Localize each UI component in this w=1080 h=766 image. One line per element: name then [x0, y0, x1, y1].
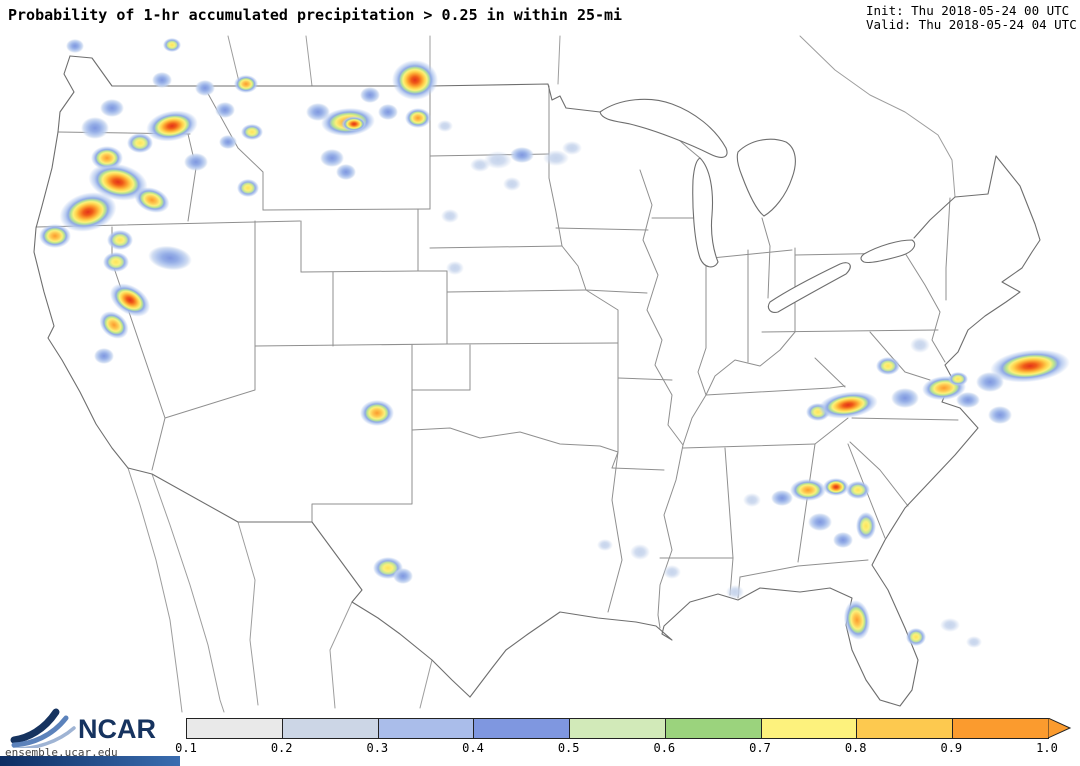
- colorbar-tick-label: 0.8: [844, 741, 867, 755]
- lake-michigan: [692, 157, 719, 268]
- probability-blob: [81, 117, 109, 139]
- probability-blob: [846, 481, 870, 499]
- probability-blob: [66, 39, 84, 53]
- probability-blob: [808, 513, 832, 531]
- colorbar-tick-label: 0.6: [653, 741, 676, 755]
- probability-blob: [393, 568, 413, 584]
- site-url: ensemble.ucar.edu: [5, 746, 118, 759]
- valid-time: Valid: Thu 2018-05-24 04 UTC: [866, 17, 1077, 32]
- probability-blob: [195, 80, 215, 96]
- colorbar-segment: [281, 719, 378, 738]
- probability-blob: [320, 149, 344, 167]
- colorbar-tick-label: 0.4: [462, 741, 484, 755]
- init-time: Init: Thu 2018-05-24 00 UTC: [866, 3, 1070, 18]
- probability-blob: [163, 38, 181, 52]
- probability-blob: [146, 243, 194, 273]
- probability-blob: [446, 261, 464, 275]
- colorbar-tick-label: 0.9: [940, 741, 963, 755]
- probability-blob: [771, 490, 793, 506]
- probability-blob: [503, 177, 521, 191]
- probability-blob: [906, 628, 926, 646]
- probability-blob: [107, 230, 133, 250]
- lake-ontario: [860, 239, 916, 264]
- probability-blob: [437, 120, 453, 132]
- colorbar-arrow: [1048, 718, 1072, 739]
- ncar-logo-text: NCAR: [78, 714, 156, 744]
- colorbar-tick-label: 0.5: [557, 741, 580, 755]
- colorbar-segment: [473, 719, 570, 738]
- colorbar-tick-label: 0.1: [175, 741, 197, 755]
- probability-blob: [219, 135, 237, 149]
- probability-blob: [562, 141, 582, 155]
- probability-blob: [405, 108, 431, 128]
- probability-blob: [743, 493, 761, 507]
- probability-blob: [94, 348, 114, 364]
- probability-blob: [988, 406, 1012, 424]
- footer-bar: [0, 756, 180, 766]
- colorbar-segment: [377, 719, 474, 738]
- colorbar-tick-label: 1.0: [1036, 741, 1058, 755]
- canada-mexico-boundaries: [127, 35, 956, 713]
- ncar-logo: NCAR: [10, 708, 156, 748]
- probability-blob: [966, 636, 982, 648]
- probability-blob: [360, 87, 380, 103]
- probability-blob: [856, 512, 876, 540]
- colorbar-segment: [187, 719, 282, 738]
- probability-blob: [341, 116, 367, 132]
- probability-blob: [543, 150, 569, 166]
- probability-blob: [948, 372, 968, 386]
- probability-blob: [152, 72, 172, 88]
- colorbar-segment: [952, 719, 1049, 738]
- probability-blob: [891, 388, 919, 408]
- probability-blob: [237, 179, 259, 197]
- probability-blob: [823, 478, 849, 496]
- probability-blob: [184, 153, 208, 171]
- colorbar-tick-label: 0.3: [366, 741, 389, 755]
- colorbar-tick-label: 0.7: [749, 741, 771, 755]
- probability-blob: [441, 209, 459, 223]
- colorbar-segment: [569, 719, 665, 738]
- probability-blob: [336, 164, 356, 180]
- map-title: Probability of 1-hr accumulated precipit…: [8, 6, 623, 24]
- probability-blob: [956, 392, 980, 408]
- probability-blob: [833, 532, 853, 548]
- probability-blob: [597, 539, 613, 551]
- probability-blob: [910, 337, 930, 353]
- probability-blob: [241, 124, 263, 140]
- lake-erie: [767, 262, 851, 313]
- probability-blob: [726, 585, 744, 599]
- probability-blob: [378, 104, 398, 120]
- probability-blob: [940, 618, 960, 632]
- run-times: Init: Thu 2018-05-24 00 UTC Valid: Thu 2…: [866, 4, 1077, 32]
- probability-blob: [484, 151, 512, 169]
- lake-huron: [736, 138, 796, 217]
- colorbar-tick-label: 0.2: [270, 741, 293, 755]
- colorbar-segment: [760, 719, 857, 738]
- probability-blob: [392, 60, 438, 100]
- probability-colorbar: [186, 718, 1049, 739]
- probability-blob: [39, 224, 71, 248]
- probability-blob: [103, 252, 129, 272]
- probability-blob: [360, 400, 394, 426]
- probability-blob: [215, 102, 235, 118]
- probability-blob: [663, 565, 681, 579]
- probability-blob: [234, 75, 258, 93]
- probability-blob: [841, 598, 873, 642]
- probability-blob: [100, 99, 124, 117]
- great-lakes: [599, 98, 916, 313]
- lake-superior: [599, 98, 728, 158]
- probability-blob: [127, 133, 153, 153]
- probability-blob: [630, 544, 650, 560]
- probability-blob: [790, 479, 826, 501]
- probability-blob: [876, 357, 900, 375]
- colorbar-segment: [856, 719, 953, 738]
- colorbar-segment: [664, 719, 761, 738]
- probability-blob: [510, 147, 534, 163]
- us-coastline-and-borders: [33, 55, 1041, 707]
